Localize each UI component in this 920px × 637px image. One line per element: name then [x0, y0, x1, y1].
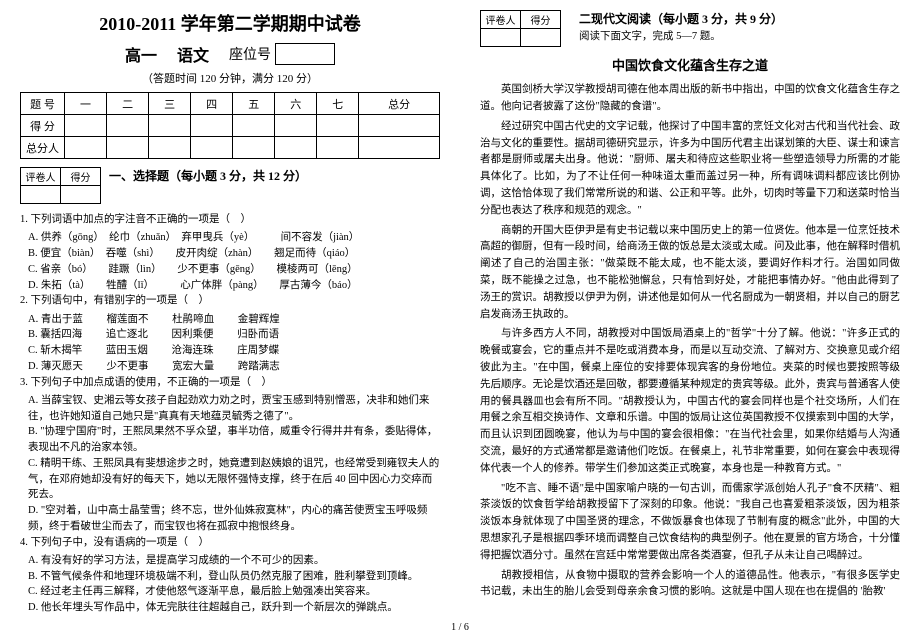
seat-box: 座位号	[229, 43, 335, 65]
cell[interactable]	[233, 137, 275, 159]
cell[interactable]	[275, 115, 317, 137]
col-4: 四	[191, 93, 233, 115]
q1-opt-a: A. 供养（gōng） 纶巾（zhuǎn） 弃甲曳兵（yè） 间不容发（jiàn…	[28, 230, 440, 246]
grader-c1: 评卷人	[481, 11, 521, 29]
col-8: 总分	[359, 93, 440, 115]
q2-opt-b: B. 囊括四海 追亡逐北 因利乘便 归卧而语	[28, 327, 440, 343]
q2: 2. 下列语句中，有错别字的一项是（ ）	[20, 293, 440, 309]
q4-opt-d: D. 他长年埋头写作品中，体无完肤往往超越自己，跃升到一个新层次的弹跳点。	[28, 600, 440, 616]
grader-c2: 得分	[521, 11, 561, 29]
grader-blank[interactable]	[21, 186, 61, 204]
grader-c2: 得分	[61, 168, 101, 186]
col-6: 六	[275, 93, 317, 115]
para-0: 英国剑桥大学汉学教授胡司德在他本周出版的新书中指出，中国的饮食文化蕴含生存之道。…	[480, 82, 900, 116]
q3-opt-d: D. "空对着，山中高士晶莹雪；终不忘，世外仙姝寂寞林"，内心的痛苦使贾宝玉呼吸…	[28, 503, 440, 535]
q1-opt-c: C. 省亲（bó） 跬蹶（lìn） 少不更事（gēng） 模棱两可（lēng）	[28, 262, 440, 278]
grader-blank[interactable]	[521, 29, 561, 47]
grader-blank[interactable]	[61, 186, 101, 204]
q1-opt-b: B. 便宜（biàn） 吞噬（shì） 皮开肉绽（zhàn） 翘足而待（qiáo…	[28, 246, 440, 262]
cell[interactable]	[107, 115, 149, 137]
cell[interactable]	[65, 115, 107, 137]
score-row-1: 得 分	[21, 115, 440, 137]
row-label-1: 得 分	[21, 115, 65, 137]
grade: 高一	[125, 42, 157, 66]
passage-title: 中国饮食文化蕴含生存之道	[480, 55, 900, 74]
cell[interactable]	[317, 115, 359, 137]
page-number: 1 / 6	[451, 622, 469, 633]
col-1: 一	[65, 93, 107, 115]
col-3: 三	[149, 93, 191, 115]
row-label-2: 总分人	[21, 137, 65, 159]
right-header: 评卷人得分 二现代文阅读（每小题 3 分，共 9 分） 阅读下面文字，完成 5—…	[480, 10, 900, 47]
section2-instruction: 阅读下面文字，完成 5—7 题。	[579, 29, 783, 45]
col-2: 二	[107, 93, 149, 115]
para-2: 商朝的开国大臣伊尹是有史书记载以来中国历史上的第一位贤佐。他本是一位烹饪技术高超…	[480, 223, 900, 324]
q4-opt-a: A. 有没有好的学习方法，是提高学习成绩的一个不可少的因素。	[28, 553, 440, 569]
cell[interactable]	[317, 137, 359, 159]
para-3: 与许多西方人不同，胡教授对中国饭局酒桌上的"哲学"十分了解。他说："许多正式的晚…	[480, 326, 900, 477]
col-5: 五	[233, 93, 275, 115]
q3: 3. 下列句子中加点成语的使用，不正确的一项是（ ）	[20, 375, 440, 391]
q1-opt-d: D. 朱拓（tà） 牲醴（lǐ） 心广体胖（pàng） 厚古薄今（báo）	[28, 278, 440, 294]
exam-title: 2010-2011 学年第二学期期中试卷	[20, 10, 440, 36]
col-0: 题 号	[21, 93, 65, 115]
cell[interactable]	[359, 137, 440, 159]
section2-title: 二现代文阅读（每小题 3 分，共 9 分）	[579, 10, 783, 27]
left-page: 2010-2011 学年第二学期期中试卷 高一 语文 座位号 （答题时间 120…	[0, 0, 460, 637]
grader-c1: 评卷人	[21, 168, 61, 186]
score-row-2: 总分人	[21, 137, 440, 159]
q2-opt-a: A. 青出于蓝 榴莲面不 杜鹃啼血 金碧辉煌	[28, 312, 440, 328]
section2-head: 二现代文阅读（每小题 3 分，共 9 分） 阅读下面文字，完成 5—7 题。	[579, 10, 783, 47]
seat-input[interactable]	[275, 43, 335, 65]
grader-blank[interactable]	[481, 29, 521, 47]
cell[interactable]	[65, 137, 107, 159]
subject: 语文	[177, 42, 209, 66]
cell[interactable]	[275, 137, 317, 159]
right-page: 评卷人得分 二现代文阅读（每小题 3 分，共 9 分） 阅读下面文字，完成 5—…	[460, 0, 920, 637]
exam-note: （答题时间 120 分钟，满分 120 分）	[20, 70, 440, 86]
seat-label: 座位号	[229, 44, 271, 64]
cell[interactable]	[191, 137, 233, 159]
subtitle-row: 高一 语文 座位号	[20, 42, 440, 66]
cell[interactable]	[359, 115, 440, 137]
q3-opt-c: C. 精明干练、王熙凤具有斐想途步之时，她竟遭到赵姨娘的诅咒，也经常受到雍钗夫人…	[28, 456, 440, 503]
col-7: 七	[317, 93, 359, 115]
para-1: 经过研究中国古代史的文字记载，他探讨了中国丰富的烹饪文化对古代和当代社会、政治与…	[480, 119, 900, 220]
q2-opt-d: D. 薄灭愿天 少不更事 宽宏大量 跨踏满志	[28, 359, 440, 375]
q1: 1. 下列词语中加点的字注音不正确的一项是（ ）	[20, 212, 440, 228]
q4-opt-b: B. 不管气候条件和地理环境极端不利，登山队员仍然克服了困难，胜利攀登到顶峰。	[28, 569, 440, 585]
score-table: 题 号 一 二 三 四 五 六 七 总分 得 分 总分人	[20, 92, 440, 159]
q2-opt-c: C. 斩木揭竿 蓝田玉烟 沧海连珠 庄周梦蝶	[28, 343, 440, 359]
q3-opt-b: B. "协理宁国府"时，王熙凤果然不孚众望，事半功倍，威重令行得井井有条，委贴得…	[28, 424, 440, 456]
q4: 4. 下列句子中，没有语病的一项是（ ）	[20, 535, 440, 551]
grader-table-left: 评卷人得分	[20, 167, 101, 204]
para-4: "吃不言、睡不语"是中国家喻户晓的一句古训，而儒家学派创始人孔子"食不厌精"、粗…	[480, 481, 900, 565]
cell[interactable]	[149, 137, 191, 159]
grader-table-right: 评卷人得分	[480, 10, 561, 47]
cell[interactable]	[149, 115, 191, 137]
cell[interactable]	[107, 137, 149, 159]
score-header-row: 题 号 一 二 三 四 五 六 七 总分	[21, 93, 440, 115]
para-5: 胡教授相信，从食物中摄取的营养会影响一个人的道德品性。他表示，"有很多医学史书记…	[480, 568, 900, 602]
q3-opt-a: A. 当薛宝钗、史湘云等女孩子自起劲欢力劝之时，贾宝玉感到特别憎恶，决非和她们来…	[28, 393, 440, 425]
q4-opt-c: C. 经过老主任再三解释，才使他怒气逐渐平息，最后脸上勉强凑出笑容来。	[28, 584, 440, 600]
cell[interactable]	[191, 115, 233, 137]
cell[interactable]	[233, 115, 275, 137]
